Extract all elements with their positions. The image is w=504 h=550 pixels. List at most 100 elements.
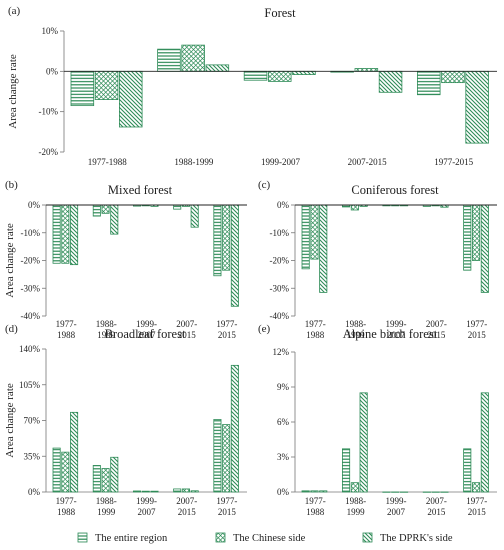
bar-the-entire-region-1977-2015	[463, 204, 472, 271]
y-tick-label: -10%	[21, 228, 41, 238]
chart-title: Alpine birch forest	[343, 327, 438, 341]
x-tick-label: 1999	[97, 507, 116, 517]
x-tick-label: 1977-	[56, 319, 77, 329]
bar-the-dprk-s-side-1977-2015	[230, 204, 239, 307]
legend-item: The entire region	[77, 532, 168, 544]
bar-the-chinese-side-1988-1999	[101, 204, 110, 214]
x-tick-label: 1999-	[386, 319, 407, 329]
bar-the-dprk-s-side-1977-2015	[465, 70, 489, 144]
legend-label: The Chinese side	[233, 533, 306, 544]
x-tick-label: 1999-2007	[261, 157, 300, 167]
y-tick-label: -40%	[270, 311, 290, 321]
bar-the-chinese-side-1977-2015	[471, 204, 481, 261]
x-tick-label: 2015	[218, 330, 237, 340]
chart-title: Forest	[264, 6, 296, 20]
bar-the-chinese-side-1977-1988	[61, 204, 70, 264]
panel-b: (b) Mixed forest Area change rate -40% -30% -…	[4, 179, 247, 340]
bar-the-dprk-s-side-2007-2015	[378, 70, 403, 93]
bar-the-dprk-s-side-1977-2015	[480, 392, 489, 493]
x-tick-label: 2007	[387, 330, 406, 340]
panel-a: (a) Forest Area change rate -20% -10% 0% 10% 19…	[7, 5, 497, 167]
y-tick-label: -20%	[270, 256, 290, 266]
x-tick-label: 1977-2015	[434, 157, 473, 167]
y-tick-label: -40%	[21, 311, 41, 321]
y-tick-label: 6%	[277, 417, 290, 427]
bar-the-dprk-s-side-1999-2007	[292, 70, 316, 75]
x-tick-label: 1999-	[136, 496, 157, 506]
bar-the-chinese-side-2007-2015	[181, 488, 190, 493]
x-tick-label: 1977-1988	[88, 157, 127, 167]
y-axis-label: Area change rate	[4, 383, 16, 458]
bar-the-entire-region-1977-2015	[213, 419, 222, 493]
bar-the-entire-region-1977-1988	[70, 70, 95, 107]
x-tick-label: 1977-	[466, 319, 487, 329]
x-tick-label: 1988-	[345, 319, 366, 329]
bar-the-entire-region-1977-1988	[301, 490, 310, 493]
bar-the-dprk-s-side-1977-1988	[119, 70, 143, 128]
y-tick-label: -30%	[270, 283, 290, 293]
chart-title: Coniferous forest	[351, 183, 439, 197]
bar-the-dprk-s-side-2007-2015	[190, 204, 199, 228]
x-tick-label: 1988-1999	[174, 157, 213, 167]
x-tick-label: 2015	[468, 330, 487, 340]
x-tick-label: 2015	[178, 507, 197, 517]
bar-the-entire-region-1977-1988	[52, 447, 61, 493]
bar-the-chinese-side-1988-1999	[350, 204, 359, 211]
x-tick-label: 1988	[306, 330, 325, 340]
x-tick-label: 1999	[97, 330, 116, 340]
x-tick-label: 2015	[427, 330, 446, 340]
panel-label: (d)	[5, 323, 18, 335]
y-tick-label: -20%	[21, 256, 41, 266]
bar-the-dprk-s-side-1999-2007	[150, 490, 159, 493]
bar-the-dprk-s-side-1977-2015	[230, 364, 239, 493]
x-tick-label: 1977-	[305, 496, 326, 506]
bar-the-dprk-s-side-1977-1988	[319, 490, 328, 493]
bar-the-chinese-side-1999-2007	[141, 490, 150, 493]
y-tick-label: 0%	[46, 66, 59, 76]
x-tick-label: 2007	[138, 330, 157, 340]
x-tick-label: 1988	[57, 507, 76, 517]
y-tick-label: 105%	[19, 380, 41, 390]
y-tick-label: 0%	[28, 200, 41, 210]
x-tick-label: 1999-	[136, 319, 157, 329]
x-tick-label: 2007	[387, 507, 406, 517]
bar-the-entire-region-1977-2015	[213, 204, 222, 277]
y-tick-label: 3%	[277, 452, 290, 462]
bar-the-dprk-s-side-1988-1999	[110, 456, 119, 493]
x-tick-label: 2007-	[426, 319, 447, 329]
bar-the-chinese-side-1977-1988	[310, 490, 319, 493]
y-tick-label: 35%	[24, 451, 41, 461]
bar-the-chinese-side-1977-2015	[222, 424, 231, 493]
bar-the-entire-region-2007-2015	[173, 488, 182, 493]
x-tick-label: 1988	[57, 330, 76, 340]
panel-label: (b)	[5, 179, 18, 191]
legend-swatch	[77, 532, 88, 543]
legend-swatch	[215, 532, 226, 543]
bar-the-chinese-side-1977-1988	[310, 204, 319, 260]
x-tick-label: 1977-	[216, 319, 237, 329]
bar-the-chinese-side-1977-1988	[94, 70, 119, 100]
y-tick-label: 0%	[277, 200, 290, 210]
x-tick-label: 1988-	[96, 319, 117, 329]
x-tick-label: 1977-	[56, 496, 77, 506]
bar-the-chinese-side-1977-1988	[61, 451, 70, 493]
bar-the-dprk-s-side-1977-1988	[70, 411, 79, 493]
panel-label: (a)	[8, 5, 21, 17]
x-tick-label: 1988-	[345, 496, 366, 506]
x-tick-label: 2007-	[176, 319, 197, 329]
bar-the-entire-region-1977-1988	[52, 204, 61, 264]
panel-label: (c)	[258, 179, 271, 191]
x-tick-label: 2007-2015	[348, 157, 387, 167]
y-tick-label: 10%	[42, 26, 59, 36]
y-tick-label: 0%	[277, 487, 290, 497]
x-tick-label: 2015	[468, 507, 487, 517]
x-tick-label: 2015	[427, 507, 446, 517]
bar-the-dprk-s-side-1977-2015	[480, 204, 489, 293]
y-tick-label: 9%	[277, 382, 290, 392]
chart-title: Mixed forest	[108, 183, 173, 197]
y-axis-label: Area change rate	[4, 223, 16, 298]
y-tick-label: -30%	[21, 283, 41, 293]
bar-the-dprk-s-side-1977-1988	[319, 204, 328, 293]
x-tick-label: 1999	[347, 507, 366, 517]
x-tick-label: 2007-	[176, 496, 197, 506]
